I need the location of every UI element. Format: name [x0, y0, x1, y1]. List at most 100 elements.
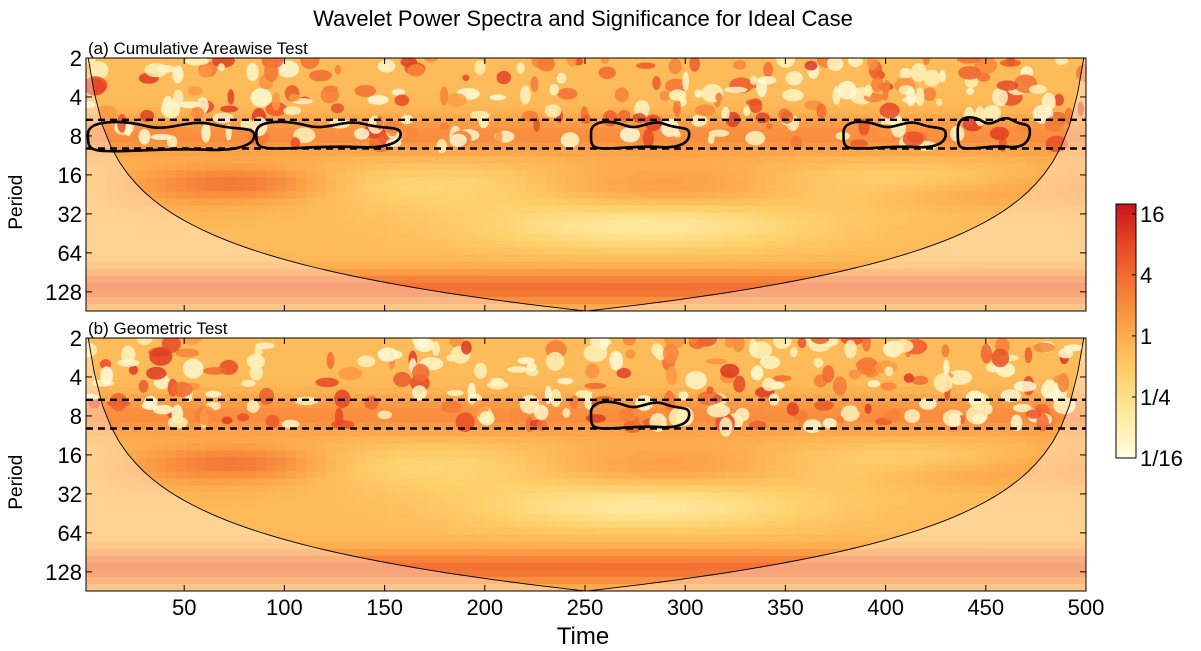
heatmap-cell	[696, 86, 707, 94]
heatmap-cell	[1006, 226, 1017, 235]
heatmap-cell	[716, 380, 727, 388]
heatmap-cell	[356, 338, 367, 346]
heatmap-cell	[836, 303, 847, 311]
heatmap-cell	[1056, 191, 1067, 200]
heatmap-cell	[466, 352, 477, 360]
heatmap-cell	[276, 373, 287, 381]
heatmap-cell	[596, 191, 607, 200]
heatmap-cell	[756, 219, 767, 228]
heatmap-cell	[686, 86, 697, 94]
heatmap-cell	[1046, 240, 1057, 249]
heatmap-cell	[746, 394, 757, 402]
heatmap-cell	[196, 289, 207, 298]
heatmap-cell	[1076, 247, 1086, 256]
heatmap-cell	[866, 177, 877, 186]
heatmap-cell	[576, 149, 587, 157]
heatmap-cell	[376, 401, 387, 409]
heatmap-cell	[776, 65, 787, 73]
heatmap-cell	[446, 170, 457, 179]
heatmap-cell	[966, 366, 977, 374]
heatmap-cell	[586, 86, 597, 94]
heatmap-cell	[696, 275, 707, 284]
heatmap-cell	[876, 387, 887, 395]
heatmap-cell	[546, 380, 557, 388]
heatmap-cell	[926, 100, 937, 108]
heatmap-cell	[266, 156, 277, 165]
heatmap-cell	[626, 86, 637, 94]
heatmap-cell	[396, 149, 407, 157]
heatmap-cell	[436, 177, 447, 186]
heatmap-cell	[416, 205, 427, 214]
heatmap-cell	[746, 86, 757, 94]
heatmap-cell	[226, 380, 237, 388]
power-blob	[440, 86, 449, 106]
heatmap-cell	[746, 114, 757, 122]
heatmap-cell	[1016, 170, 1027, 179]
power-blob	[436, 139, 447, 154]
heatmap-cell	[536, 359, 547, 367]
heatmap-cell	[496, 289, 507, 298]
heatmap-cell	[1016, 135, 1027, 143]
heatmap-cell	[146, 191, 157, 200]
heatmap-cell	[606, 142, 617, 150]
heatmap-cell	[126, 296, 137, 305]
heatmap-cell	[906, 65, 917, 73]
heatmap-cell	[206, 261, 217, 270]
heatmap-cell	[566, 121, 577, 129]
heatmap-cell	[596, 373, 607, 381]
heatmap-cell	[396, 212, 407, 221]
heatmap-cell	[256, 191, 267, 200]
heatmap-cell	[956, 100, 967, 108]
heatmap-cell	[1006, 114, 1017, 122]
heatmap-cell	[786, 268, 797, 277]
heatmap-cell	[686, 275, 697, 284]
heatmap-cell	[956, 366, 967, 374]
heatmap-cell	[556, 205, 567, 214]
heatmap-cell	[666, 135, 677, 143]
heatmap-cell	[936, 65, 947, 73]
heatmap-cell	[566, 233, 577, 242]
heatmap-cell	[766, 303, 777, 311]
heatmap-cell	[846, 177, 857, 186]
heatmap-cell	[476, 387, 487, 395]
heatmap-cell	[436, 380, 447, 388]
heatmap-cell	[536, 212, 547, 221]
heatmap-cell	[246, 275, 257, 284]
heatmap-cell	[836, 275, 847, 284]
heatmap-cell	[246, 100, 257, 108]
y-axis-label: Period	[6, 175, 27, 230]
heatmap-cell	[1016, 191, 1027, 200]
heatmap-cell	[316, 191, 327, 200]
heatmap-cell	[296, 380, 307, 388]
heatmap-cell	[686, 191, 697, 200]
heatmap-cell	[786, 65, 797, 73]
heatmap-cell	[566, 212, 577, 221]
heatmap-cell	[646, 254, 657, 263]
heatmap-cell	[1056, 261, 1067, 270]
heatmap-cell	[526, 93, 537, 101]
heatmap-cell	[256, 65, 267, 73]
heatmap-cell	[486, 387, 497, 395]
heatmap-cell	[136, 275, 147, 284]
heatmap-cell	[376, 212, 387, 221]
heatmap-cell	[946, 135, 957, 143]
heatmap-cell	[786, 191, 797, 200]
heatmap-cell	[696, 163, 707, 172]
power-blob	[1028, 84, 1047, 94]
heatmap-cell	[466, 366, 477, 374]
heatmap-cell	[766, 149, 777, 157]
heatmap-cell	[756, 107, 767, 115]
heatmap-cell	[466, 191, 477, 200]
heatmap-cell	[586, 72, 597, 80]
heatmap-cell	[986, 212, 997, 221]
heatmap-cell	[856, 135, 867, 143]
heatmap-cell	[306, 380, 317, 388]
heatmap-cell	[366, 170, 377, 179]
heatmap-cell	[646, 184, 657, 193]
heatmap-cell	[356, 65, 367, 73]
heatmap-cell	[736, 226, 747, 235]
heatmap-cell	[326, 261, 337, 270]
heatmap-cell	[886, 163, 897, 172]
heatmap-cell	[706, 72, 717, 80]
heatmap-cell	[396, 408, 407, 416]
